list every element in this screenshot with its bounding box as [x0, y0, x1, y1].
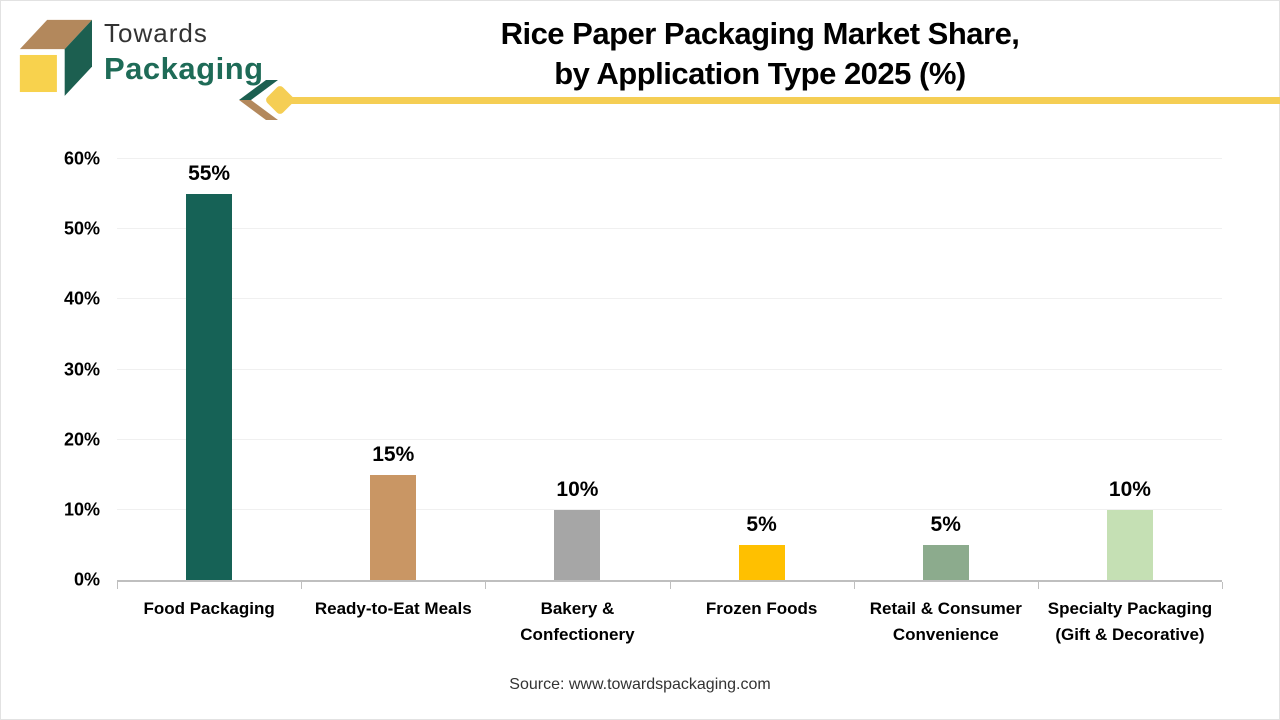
bar-value-label: 10% — [556, 477, 599, 501]
category-label: Ready-to-Eat Meals — [301, 596, 485, 622]
plot-area: 55% 15% 10% 5% 5% 10% — [117, 158, 1223, 589]
bar-group: 5% — [670, 159, 854, 580]
bar-value-label: 5% — [746, 512, 777, 536]
chart-title: Rice Paper Packaging Market Share, by Ap… — [240, 14, 1280, 94]
chart-title-line2: by Application Type 2025 (%) — [554, 56, 966, 91]
bar — [922, 544, 969, 580]
category-label-line: Bakery & — [540, 599, 615, 618]
category-label-line: Retail & Consumer — [869, 599, 1022, 618]
axis-tick — [1222, 582, 1223, 589]
source-text: Source: www.towardspackaging.com — [509, 676, 771, 693]
y-tick-label: 40% — [63, 288, 100, 309]
axis-tick — [301, 582, 303, 589]
gridline — [117, 438, 1222, 440]
bar-group: 5% — [854, 159, 1038, 580]
gridline — [117, 508, 1222, 510]
bar-group: 15% — [301, 159, 485, 580]
category-label-line: Confectionery — [520, 625, 635, 644]
brand-name: Towards Packaging — [104, 18, 264, 87]
bar — [554, 509, 601, 580]
brand-name-line2: Packaging — [104, 51, 264, 86]
bar-value-label: 15% — [372, 442, 415, 466]
axis-tick — [485, 582, 487, 589]
axis-tick — [853, 582, 855, 589]
y-axis: 0% 10% 20% 30% 40% 50% 60% — [30, 149, 100, 590]
brand-logo: Towards Packaging — [14, 10, 264, 98]
axis-tick — [1037, 582, 1039, 589]
bar — [370, 474, 417, 580]
category-label-line: (Gift & Decorative) — [1055, 625, 1205, 644]
y-tick-label: 30% — [63, 359, 100, 379]
bar-value-label: 5% — [930, 512, 961, 536]
bar-value-label: 55% — [188, 162, 231, 186]
title-underline-rule — [287, 97, 1280, 104]
y-tick-label: 20% — [63, 429, 100, 450]
bar — [1106, 509, 1153, 580]
gridline — [117, 158, 1222, 159]
bar — [186, 194, 233, 580]
chart-title-line1: Rice Paper Packaging Market Share, — [500, 16, 1020, 51]
bar-group: 10% — [485, 159, 669, 580]
category-label-line: Food Packaging — [143, 599, 275, 618]
category-label-line: Ready-to-Eat Meals — [314, 599, 472, 618]
axis-tick — [117, 582, 118, 589]
y-tick-label: 0% — [73, 569, 100, 590]
brand-name-line1: Towards — [104, 18, 208, 48]
category-label-line: Convenience — [892, 625, 999, 644]
category-label-line: Frozen Foods — [705, 599, 818, 618]
category-label: Specialty Packaging (Gift & Decorative) — [1038, 596, 1222, 648]
gridline — [117, 368, 1222, 370]
arrow-diamond-icon — [239, 80, 294, 120]
x-axis-labels: Food Packaging Ready-to-Eat Meals Bakery &… — [117, 596, 1222, 648]
bar — [738, 544, 785, 580]
bar-value-label: 10% — [1108, 477, 1151, 501]
axis-tick — [669, 582, 671, 589]
category-label: Food Packaging — [117, 596, 301, 622]
bar-group: 10% — [1038, 159, 1222, 580]
packaging-cube-icon — [19, 19, 92, 96]
category-label: Bakery & Confectionery — [485, 596, 669, 648]
gridline — [117, 298, 1222, 300]
y-tick-label: 10% — [63, 499, 100, 520]
y-tick-label: 60% — [63, 148, 100, 169]
gridline — [117, 228, 1222, 230]
bar-group: 55% — [117, 159, 301, 580]
category-label: Frozen Foods — [670, 596, 854, 622]
category-label-line: Specialty Packaging — [1047, 599, 1213, 618]
category-label: Retail & Consumer Convenience — [854, 596, 1038, 648]
y-tick-label: 50% — [63, 218, 100, 239]
